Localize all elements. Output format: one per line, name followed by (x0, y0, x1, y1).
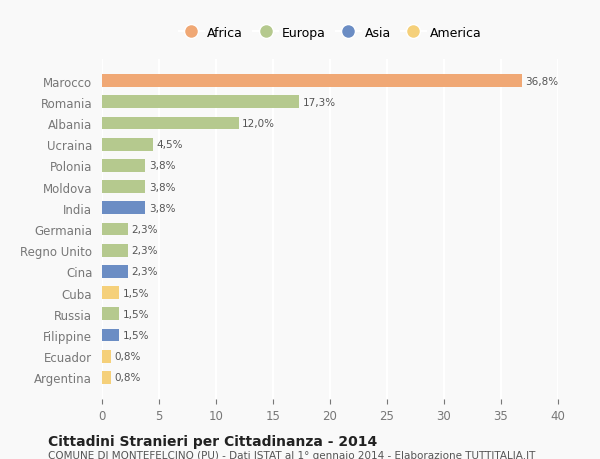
Text: 2,3%: 2,3% (131, 267, 158, 277)
Text: 2,3%: 2,3% (131, 224, 158, 235)
Text: 0,8%: 0,8% (115, 352, 141, 361)
Bar (102, 96, 299, 109)
Bar (102, 244, 128, 257)
Text: 17,3%: 17,3% (302, 98, 336, 107)
Bar (102, 181, 145, 194)
Bar (102, 329, 119, 341)
Bar (102, 202, 145, 215)
Legend: Africa, Europa, Asia, America: Africa, Europa, Asia, America (173, 22, 487, 45)
Bar (102, 139, 154, 151)
Text: 3,8%: 3,8% (149, 182, 175, 192)
Bar (102, 308, 119, 320)
Text: 4,5%: 4,5% (157, 140, 183, 150)
Bar (102, 118, 239, 130)
Bar (102, 286, 119, 299)
Text: 1,5%: 1,5% (122, 288, 149, 298)
Bar (102, 350, 111, 363)
Text: 0,8%: 0,8% (115, 373, 141, 382)
Text: 2,3%: 2,3% (131, 246, 158, 256)
Text: 12,0%: 12,0% (242, 119, 275, 129)
Text: 1,5%: 1,5% (122, 309, 149, 319)
Text: 1,5%: 1,5% (122, 330, 149, 340)
Bar (102, 75, 521, 88)
Text: 36,8%: 36,8% (525, 77, 558, 86)
Bar (102, 371, 111, 384)
Bar (102, 223, 128, 236)
Text: 3,8%: 3,8% (149, 203, 175, 213)
Text: 3,8%: 3,8% (149, 161, 175, 171)
Bar (102, 160, 145, 173)
Bar (102, 265, 128, 278)
Text: Cittadini Stranieri per Cittadinanza - 2014: Cittadini Stranieri per Cittadinanza - 2… (48, 434, 377, 448)
Text: COMUNE DI MONTEFELCINO (PU) - Dati ISTAT al 1° gennaio 2014 - Elaborazione TUTTI: COMUNE DI MONTEFELCINO (PU) - Dati ISTAT… (48, 450, 535, 459)
